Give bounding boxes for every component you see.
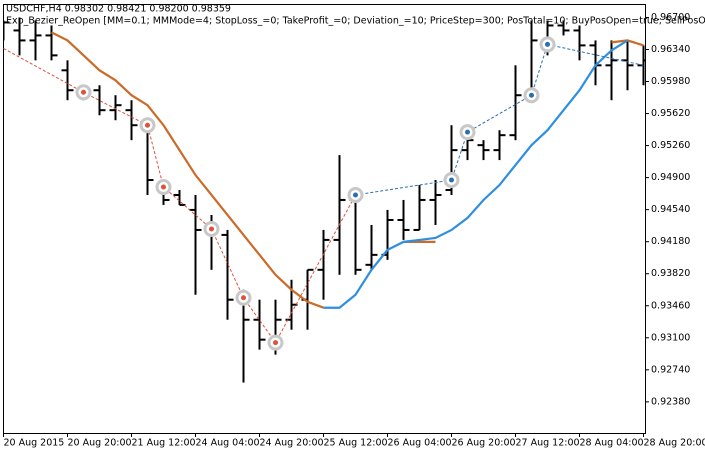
x-tick-label: 24 Aug 04:00	[196, 438, 260, 449]
x-tick-label: 25 Aug 12:00	[324, 438, 388, 449]
signal-dot	[273, 340, 278, 346]
signal-dot	[353, 192, 358, 198]
y-tick-label: 0.96700	[651, 12, 690, 23]
signal-path	[355, 43, 644, 196]
y-tick-label: 0.93100	[651, 332, 690, 343]
indicator-line	[323, 39, 629, 309]
y-tick-label: 0.95260	[651, 140, 690, 151]
y-tick-label: 0.93460	[651, 300, 690, 311]
y-tick-label: 0.92380	[651, 396, 690, 407]
signal-dot	[145, 122, 150, 128]
signal-dot	[161, 184, 166, 190]
y-tick-label: 0.94900	[651, 172, 690, 183]
x-tick-label: 26 Aug 04:00	[388, 438, 452, 449]
x-tick-label: 28 Aug 20:00	[644, 438, 705, 449]
y-tick-label: 0.95980	[651, 76, 690, 87]
x-tick-label: 21 Aug 12:00	[132, 438, 196, 449]
x-tick-label: 20 Aug 2015	[4, 438, 65, 449]
y-tick-label: 0.94180	[651, 236, 690, 247]
y-tick-label: 0.96340	[651, 44, 690, 55]
signal-path	[3, 47, 356, 344]
x-tick-label: 28 Aug 04:00	[580, 438, 644, 449]
y-tick-label: 0.94540	[651, 204, 690, 215]
symbol-line: USDCHF,H4 0.98302 0.98421 0.98200 0.9835…	[6, 4, 231, 15]
y-tick-label: 0.93820	[651, 268, 690, 279]
plot-frame	[3, 4, 646, 434]
indicator-line: Exp_Bezier_ReOpen [MM=0.1; MMMode=4; Sto…	[6, 16, 705, 27]
signal-dot	[81, 89, 86, 95]
x-tick-label: 27 Aug 12:00	[516, 438, 580, 449]
signal-dot	[449, 177, 454, 183]
signal-dot	[241, 295, 246, 301]
signal-dot	[465, 129, 470, 135]
x-tick-label: 24 Aug 20:00	[260, 438, 324, 449]
y-tick-label: 0.92740	[651, 364, 690, 375]
signal-dot	[529, 92, 534, 98]
y-tick-label: 0.95620	[651, 108, 690, 119]
plot	[3, 17, 645, 383]
signal-dot	[209, 226, 214, 232]
x-tick-label: 26 Aug 20:00	[452, 438, 516, 449]
x-tick-label: 20 Aug 20:00	[68, 438, 132, 449]
signal-dot	[545, 41, 550, 47]
